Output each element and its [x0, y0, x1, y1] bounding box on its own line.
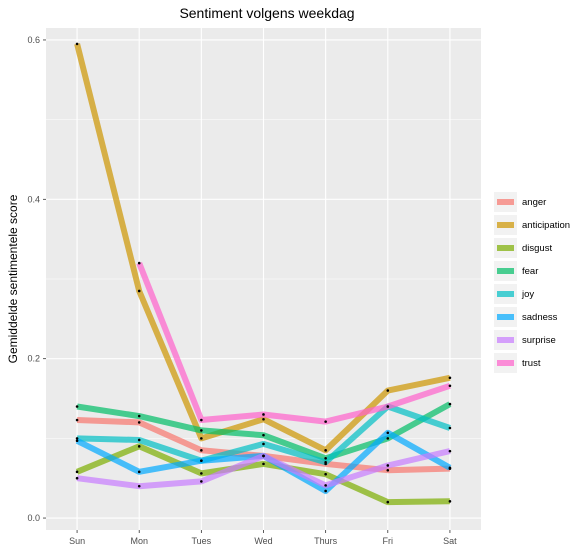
- x-tick-label: Sun: [69, 536, 85, 546]
- data-point-trust: [386, 405, 390, 408]
- data-point-surprise: [448, 449, 452, 453]
- data-point-disgust: [200, 472, 203, 475]
- y-tick-label: 0.0: [27, 513, 40, 523]
- data-point-joy: [137, 438, 141, 442]
- series-points: [75, 42, 452, 504]
- y-tick-label: 0.2: [27, 354, 40, 364]
- x-tick-label: Thurs: [314, 536, 338, 546]
- y-tick-label: 0.6: [27, 35, 40, 45]
- data-point-fear: [262, 433, 265, 437]
- y-tick-label: 0.4: [27, 194, 40, 204]
- x-tick-label: Mon: [130, 536, 148, 546]
- legend-label-trust: trust: [522, 358, 541, 369]
- data-point-fear: [386, 437, 390, 440]
- legend-label-anticipation: anticipation: [522, 220, 570, 231]
- data-point-surprise: [75, 476, 79, 480]
- legend-label-sadness: sadness: [522, 312, 558, 323]
- series-line-trust: [136, 261, 451, 425]
- data-point-trust: [137, 261, 141, 265]
- legend-label-surprise: surprise: [522, 335, 556, 346]
- data-point-trust: [448, 384, 452, 388]
- data-point-surprise: [324, 484, 327, 487]
- data-point-disgust: [137, 445, 141, 448]
- data-point-anticipation: [200, 437, 203, 440]
- data-point-fear: [200, 429, 203, 432]
- data-point-sadness: [324, 489, 327, 493]
- data-point-fear: [75, 405, 79, 408]
- data-point-joy: [448, 426, 452, 430]
- data-point-anticipation: [324, 449, 327, 452]
- data-point-disgust: [324, 472, 327, 476]
- data-point-surprise: [262, 454, 265, 458]
- data-point-anticipation: [448, 376, 452, 380]
- data-point-sadness: [448, 466, 452, 470]
- data-point-surprise: [137, 484, 141, 488]
- data-point-anger: [200, 449, 203, 452]
- data-point-disgust: [75, 470, 79, 474]
- data-point-fear: [324, 456, 327, 460]
- x-tick-label: Tues: [192, 536, 212, 546]
- data-point-trust: [262, 413, 265, 416]
- data-point-anger: [137, 421, 141, 424]
- data-point-anger: [75, 418, 79, 422]
- legend-label-fear: fear: [522, 266, 538, 277]
- y-axis: 0.0 0.2 0.4 0.6: [27, 35, 46, 523]
- x-axis: Sun Mon Tues Wed Thurs Fri Sat: [69, 530, 457, 546]
- x-tick-label: Wed: [254, 536, 272, 546]
- data-point-joy: [75, 437, 79, 440]
- data-point-anger: [386, 468, 390, 472]
- x-tick-label: Sat: [443, 536, 457, 546]
- data-point-sadness: [200, 459, 203, 462]
- data-point-surprise: [386, 464, 390, 467]
- x-tick-label: Fri: [383, 536, 394, 546]
- legend-label-disgust: disgust: [522, 243, 552, 254]
- data-point-sadness: [75, 439, 79, 443]
- y-axis-title: Gemiddelde sentimentele score: [6, 194, 20, 363]
- legend: anger anticipation disgust fear joy sadness su…: [494, 192, 570, 373]
- data-point-trust: [324, 420, 327, 423]
- data-point-trust: [200, 418, 203, 422]
- data-point-disgust: [448, 500, 452, 503]
- data-point-fear: [137, 414, 141, 418]
- data-point-joy: [324, 460, 327, 464]
- data-point-anticipation: [137, 289, 141, 293]
- legend-label-joy: joy: [521, 289, 534, 300]
- legend-label-anger: anger: [522, 197, 546, 208]
- data-point-sadness: [386, 431, 390, 435]
- data-point-anticipation: [262, 417, 265, 421]
- data-point-fear: [448, 402, 452, 406]
- data-point-anticipation: [386, 389, 390, 392]
- data-point-sadness: [137, 470, 141, 474]
- data-point-anticipation: [75, 42, 79, 46]
- data-point-disgust: [262, 462, 265, 466]
- data-point-disgust: [386, 500, 390, 504]
- data-point-joy: [262, 442, 265, 446]
- data-point-surprise: [200, 480, 203, 483]
- chart-title: Sentiment volgens weekdag: [179, 5, 354, 21]
